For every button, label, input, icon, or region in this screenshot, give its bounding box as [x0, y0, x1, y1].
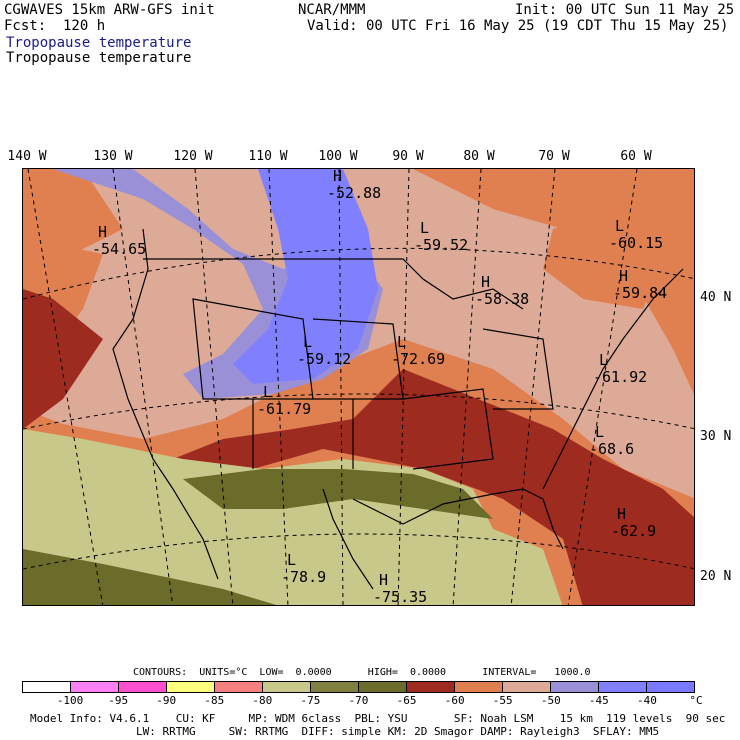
model-title: CGWAVES 15km ARW-GFS init [4, 2, 215, 18]
extremum-value-label: -68.6 [589, 440, 634, 458]
colorbar-swatch [455, 682, 503, 692]
extremum-value-label: -62.9 [611, 522, 656, 540]
extremum-value-label: -59.84 [613, 284, 667, 302]
extremum-type-label: L [595, 423, 604, 441]
lon-label: 140 W [7, 149, 47, 164]
extremum-value-label: -61.79 [257, 400, 311, 418]
lon-label: 110 W [248, 149, 288, 164]
extremum-type-label: L [263, 383, 272, 401]
extremum-type-label: H [619, 267, 628, 285]
colorbar-tick-label: -50 [540, 694, 561, 707]
contour-info: CONTOURS: UNITS=°C LOW= 0.0000 HIGH= 0.0… [133, 667, 591, 678]
extremum-value-label: -60.15 [609, 234, 663, 252]
extremum-type-label: L [397, 333, 406, 351]
shading-minus-70 [183, 469, 493, 519]
graticule-lines [23, 169, 694, 605]
lon-label: 100 W [318, 149, 358, 164]
lon-label: 130 W [93, 149, 133, 164]
colorbar-tick-label: -75 [300, 694, 321, 707]
colorbar-unit-label: °C [689, 694, 703, 707]
colorbar-swatch [23, 682, 71, 692]
shading-minus-65 [23, 289, 103, 429]
extremum-value-label: -52.88 [327, 184, 381, 202]
lon-label: 90 W [392, 149, 424, 164]
colorbar-swatch [599, 682, 647, 692]
extremum-value-label: -59.52 [414, 236, 468, 254]
colorbar-tick-label: -45 [588, 694, 609, 707]
shading-minus-75 [23, 429, 563, 605]
valid-time: Valid: 00 UTC Fri 16 May 25 (19 CDT Thu … [307, 18, 729, 34]
colorbar-swatch [263, 682, 311, 692]
colorbar-tick-label: -65 [396, 694, 417, 707]
shading-minus-45 [233, 169, 378, 384]
colorbar-swatch [119, 682, 167, 692]
extremum-value-label: -61.92 [593, 368, 647, 386]
field-title-shaded: Tropopause temperature [6, 35, 192, 51]
shading-minus-65 [173, 369, 694, 605]
model-info-line2: LW: RRTMG SW: RRTMG DIFF: simple KM: 2D … [30, 725, 660, 738]
extremum-value-label: -59.12 [297, 350, 351, 368]
lon-label: 120 W [173, 149, 213, 164]
shading-minus-70 [23, 549, 277, 605]
colorbar-tick-label: -100 [56, 694, 84, 707]
extrema-labels: H-52.88H-54.65L-59.52L-60.15H-59.84H-58.… [92, 169, 667, 606]
extremum-type-label: L [420, 219, 429, 237]
model-info-line1: Model Info: V4.6.1 CU: KF MP: WDM 6class… [30, 712, 726, 725]
lon-label: 60 W [620, 149, 652, 164]
extremum-value-label: -58.38 [475, 290, 529, 308]
lon-label: 70 W [538, 149, 570, 164]
extremum-type-label: L [303, 333, 312, 351]
colorbar-tick-label: -80 [252, 694, 273, 707]
extremum-type-label: H [98, 223, 107, 241]
lat-label: 20 N [700, 569, 732, 584]
colorbar-tick-label: -60 [444, 694, 465, 707]
tropopause-temperature-map: H-52.88H-54.65L-59.52L-60.15H-59.84H-58.… [23, 169, 694, 606]
colorbar-swatch [551, 682, 599, 692]
colorbar-swatch [71, 682, 119, 692]
colorbar [22, 681, 695, 693]
lat-label: 40 N [700, 290, 732, 305]
colorbar-tick-label: -85 [204, 694, 225, 707]
colorbar-swatch [311, 682, 359, 692]
lat-label: 30 N [700, 429, 732, 444]
extremum-value-label: -54.65 [92, 240, 146, 258]
extremum-value-label: -75.35 [373, 588, 427, 606]
org-label: NCAR/MMM [298, 2, 366, 18]
shading-minus-60 [543, 209, 663, 309]
map-panel: H -52.88 H -54.65 L -59.52 L -60.15 H -59.84 H -58.… [22, 168, 695, 606]
colorbar-swatch [407, 682, 455, 692]
extremum-value-label: -78.9 [281, 568, 326, 586]
extremum-type-label: L [615, 217, 624, 235]
colorbar-tick-label: -95 [108, 694, 129, 707]
colorbar-swatch [359, 682, 407, 692]
colorbar-swatch [647, 682, 694, 692]
coastline-and-borders [112, 228, 684, 590]
extremum-type-label: H [379, 571, 388, 589]
init-time: Init: 00 UTC Sun 11 May 25 [515, 2, 735, 18]
lon-label: 80 W [463, 149, 495, 164]
extremum-type-label: H [333, 169, 342, 185]
extremum-type-label: H [617, 505, 626, 523]
forecast-hour: Fcst: 120 h [4, 18, 106, 34]
extremum-value-label: -72.69 [391, 350, 445, 368]
colorbar-swatch [503, 682, 551, 692]
colorbar-swatch [215, 682, 263, 692]
colorbar-tick-label: -90 [156, 694, 177, 707]
extremum-type-label: H [481, 273, 490, 291]
colorbar-swatch [167, 682, 215, 692]
extremum-type-label: L [287, 551, 296, 569]
colorbar-tick-label: -55 [492, 694, 513, 707]
colorbar-tick-label: -70 [348, 694, 369, 707]
field-title-contour: Tropopause temperature [6, 50, 192, 66]
colorbar-tick-label: -40 [636, 694, 657, 707]
extremum-type-label: L [599, 351, 608, 369]
